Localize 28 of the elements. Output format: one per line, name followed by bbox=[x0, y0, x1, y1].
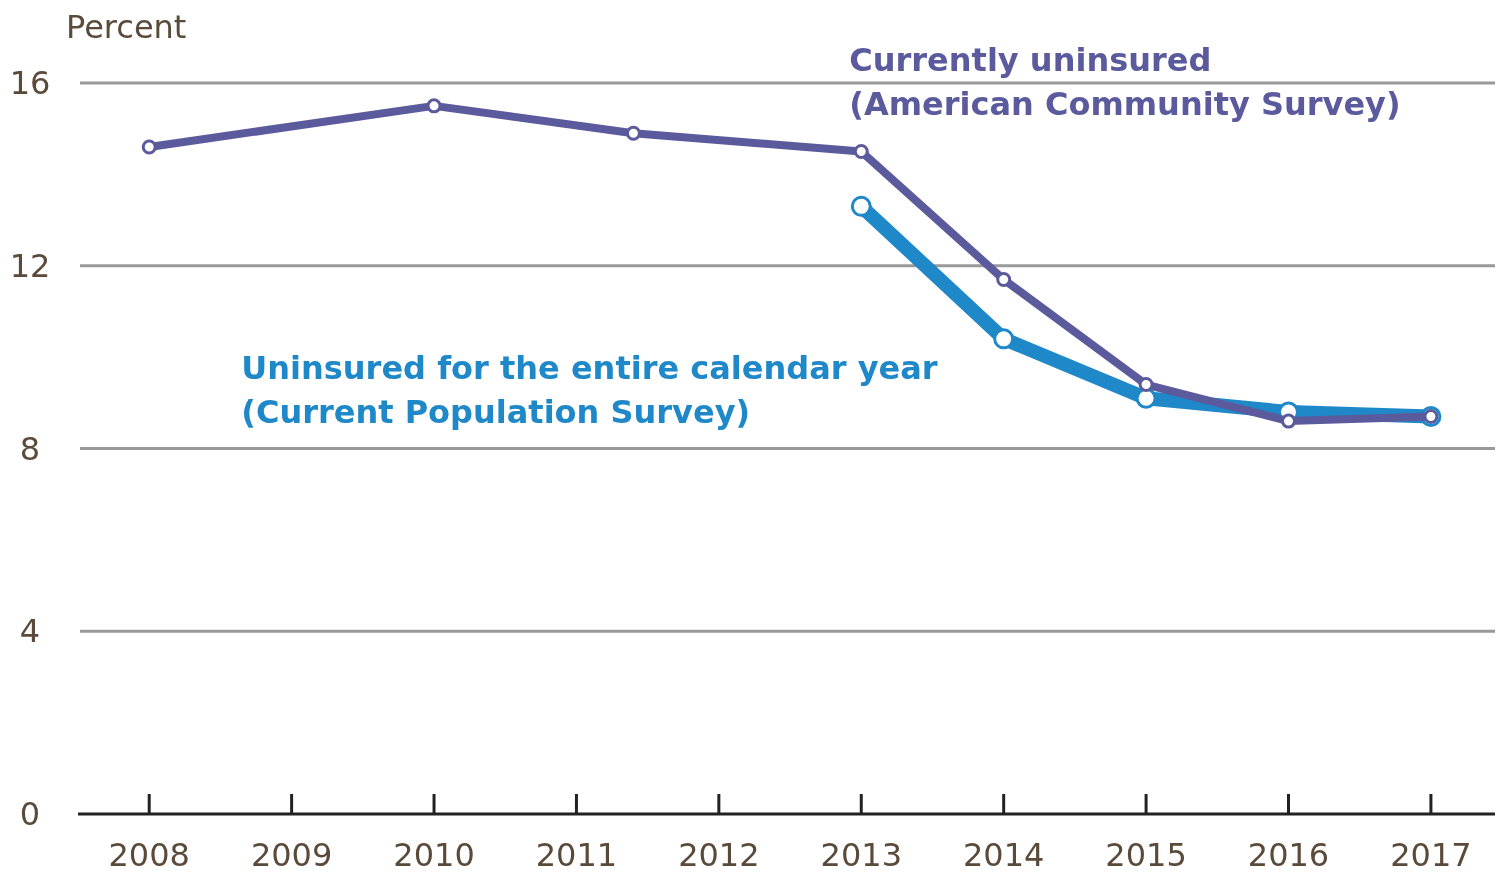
x-tick-label: 2010 bbox=[393, 836, 475, 874]
x-tick-label: 2008 bbox=[108, 836, 190, 874]
point bbox=[996, 271, 1012, 287]
y-tick-label: 4 bbox=[19, 612, 41, 651]
y-tick-label: 12 bbox=[9, 246, 51, 285]
x-tick-label: 2017 bbox=[1390, 836, 1472, 874]
x-tick-label: 2016 bbox=[1247, 836, 1330, 874]
series-label: Uninsured for the entire calendar year (Current Population Survey) bbox=[241, 348, 938, 431]
y-tick-label: 16 bbox=[9, 64, 51, 103]
y-tick-label: 8 bbox=[19, 429, 41, 468]
x-tick-label: 2015 bbox=[1105, 836, 1187, 874]
x-tick-label: 2012 bbox=[678, 836, 760, 874]
series-label: Currently uninsured (American Community Survey) bbox=[849, 41, 1401, 123]
point bbox=[853, 144, 869, 160]
y-tick-label: 0 bbox=[19, 795, 41, 834]
point bbox=[1135, 387, 1157, 409]
y-axis-title: Percent bbox=[66, 8, 187, 46]
point bbox=[1138, 377, 1154, 393]
point bbox=[993, 328, 1015, 350]
x-tick-label: 2009 bbox=[250, 836, 333, 874]
x-tick-label: 2013 bbox=[820, 836, 902, 874]
point bbox=[1281, 413, 1296, 429]
point bbox=[426, 98, 442, 114]
point bbox=[625, 125, 641, 141]
x-tick-label: 2014 bbox=[962, 836, 1045, 874]
x-tick-label: 2011 bbox=[535, 836, 618, 874]
point bbox=[850, 195, 872, 217]
point bbox=[141, 139, 157, 155]
